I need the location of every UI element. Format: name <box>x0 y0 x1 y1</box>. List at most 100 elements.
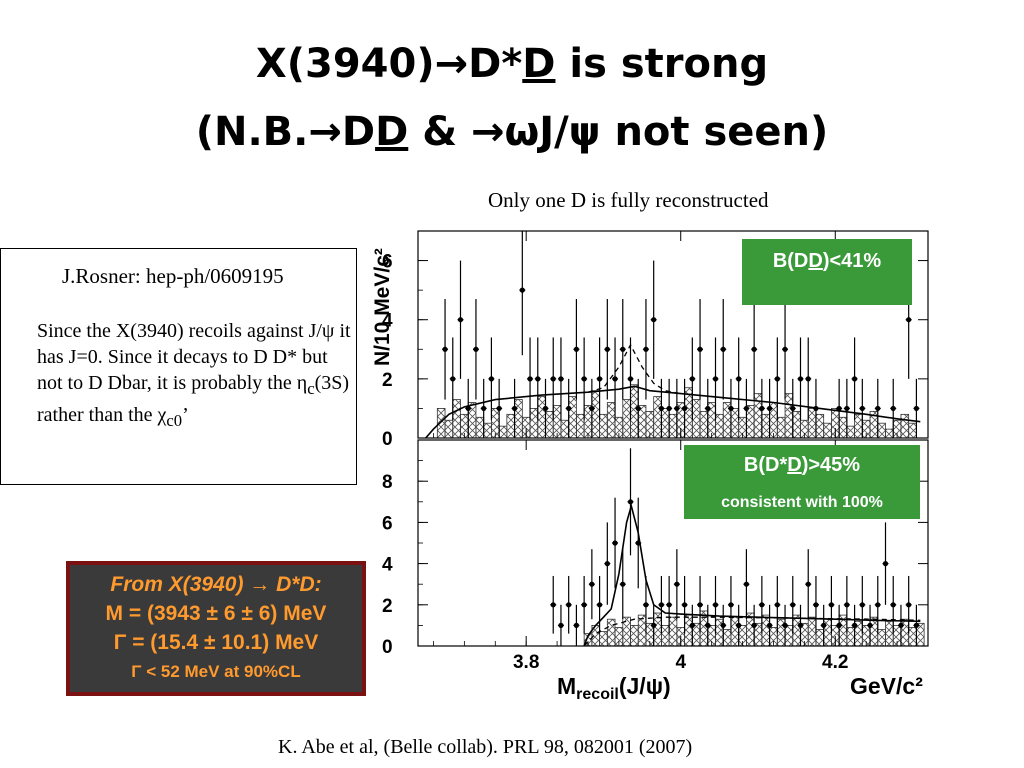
title-dbar: D <box>522 41 556 87</box>
branching-ratio-dd-box: B(DD)<41% <box>742 239 912 305</box>
data-point <box>774 602 780 608</box>
citation: K. Abe et al, (Belle collab). PRL 98, 08… <box>278 736 693 758</box>
y-axis-title: N/10 MeV/c² <box>371 248 394 366</box>
title-is-strong: is strong <box>555 41 769 87</box>
background-bin <box>807 408 817 439</box>
arrow-icon: → <box>308 109 342 155</box>
data-point <box>550 602 556 608</box>
x-tick-label: 4 <box>675 652 686 673</box>
data-point <box>550 376 556 382</box>
background-bin <box>537 396 546 439</box>
background-bin <box>792 410 801 439</box>
background-bin <box>483 422 492 439</box>
data-point <box>813 602 819 608</box>
data-point <box>488 376 495 382</box>
title-omega-jpsi: ωJ/ψ not seen) <box>504 109 829 155</box>
data-point <box>651 317 657 323</box>
background-bin <box>846 627 855 647</box>
data-point <box>720 622 726 629</box>
background-bin <box>761 614 770 647</box>
data-point <box>712 376 719 382</box>
background-bin <box>498 425 508 439</box>
data-point <box>566 602 572 608</box>
data-point <box>813 405 819 412</box>
data-point <box>589 405 595 412</box>
data-point <box>635 405 641 412</box>
data-point <box>782 622 788 629</box>
data-point <box>805 376 811 382</box>
data-point <box>844 405 850 412</box>
data-point <box>573 346 580 352</box>
data-point <box>697 346 703 352</box>
data-point <box>527 376 533 382</box>
plot-caption: Only one D is fully reconstructed <box>488 188 769 212</box>
data-point <box>596 602 603 608</box>
background-bin <box>908 422 917 439</box>
plot-frame <box>417 230 929 439</box>
background-bin <box>599 631 608 647</box>
data-point <box>759 405 765 412</box>
data-point <box>658 405 665 412</box>
note-text-part1: Since the X(3940) recoils against J/ψ it… <box>37 320 351 394</box>
data-point <box>797 376 804 382</box>
data-point <box>643 346 649 352</box>
background-bin <box>730 616 740 647</box>
data-point <box>836 405 842 412</box>
fit-curve <box>425 385 921 439</box>
data-point <box>666 405 672 412</box>
background-bin <box>599 413 608 439</box>
note-sub-c0: c0 <box>166 411 183 430</box>
background-bin <box>452 399 461 439</box>
title-x3940: X(3940) <box>255 41 435 87</box>
background-bin <box>722 629 732 647</box>
x-tick-label: 4.2 <box>822 652 848 673</box>
data-point <box>728 405 734 412</box>
background-bin <box>661 408 670 439</box>
data-point <box>859 405 865 412</box>
data-point <box>604 561 610 567</box>
background-bin <box>684 614 693 647</box>
data-point <box>658 602 665 608</box>
x-axis-unit: GeV/c² <box>850 673 923 699</box>
background-bin <box>877 629 886 647</box>
x-tick-label: 3.8 <box>513 652 539 673</box>
background-bin <box>784 393 794 439</box>
background-bin <box>854 413 863 439</box>
y-tick-label: 4 <box>382 555 393 576</box>
background-bin <box>653 396 662 439</box>
data-point <box>519 287 525 293</box>
background-bin <box>668 616 678 647</box>
background-bin <box>668 413 678 439</box>
data-point <box>859 602 865 608</box>
data-point <box>821 622 827 629</box>
data-point <box>612 540 618 546</box>
background-bin <box>630 625 639 647</box>
y-tick-label: 2 <box>382 596 393 617</box>
data-point <box>743 405 750 412</box>
background-bin <box>715 413 724 439</box>
data-point <box>612 376 618 382</box>
data-point <box>906 317 912 323</box>
title-d: D <box>341 109 376 155</box>
background-bin <box>823 422 832 439</box>
data-point <box>805 581 811 587</box>
background-bin <box>877 422 886 439</box>
data-point <box>797 622 804 629</box>
data-point <box>890 602 896 608</box>
data-point <box>604 346 610 352</box>
data-point <box>728 602 734 608</box>
result-width-limit: Γ < 52 MeV at 90%CL <box>131 662 301 681</box>
data-point <box>867 622 873 629</box>
data-point <box>906 602 912 608</box>
data-point <box>450 376 456 382</box>
data-point <box>643 602 649 608</box>
data-point <box>689 622 695 629</box>
data-point <box>743 581 750 587</box>
data-point <box>913 405 920 412</box>
background-bin <box>661 625 670 647</box>
background-bin <box>560 419 570 439</box>
background-bin <box>908 627 917 647</box>
data-point <box>481 405 487 412</box>
data-point <box>751 346 757 352</box>
background-bin <box>691 399 701 439</box>
